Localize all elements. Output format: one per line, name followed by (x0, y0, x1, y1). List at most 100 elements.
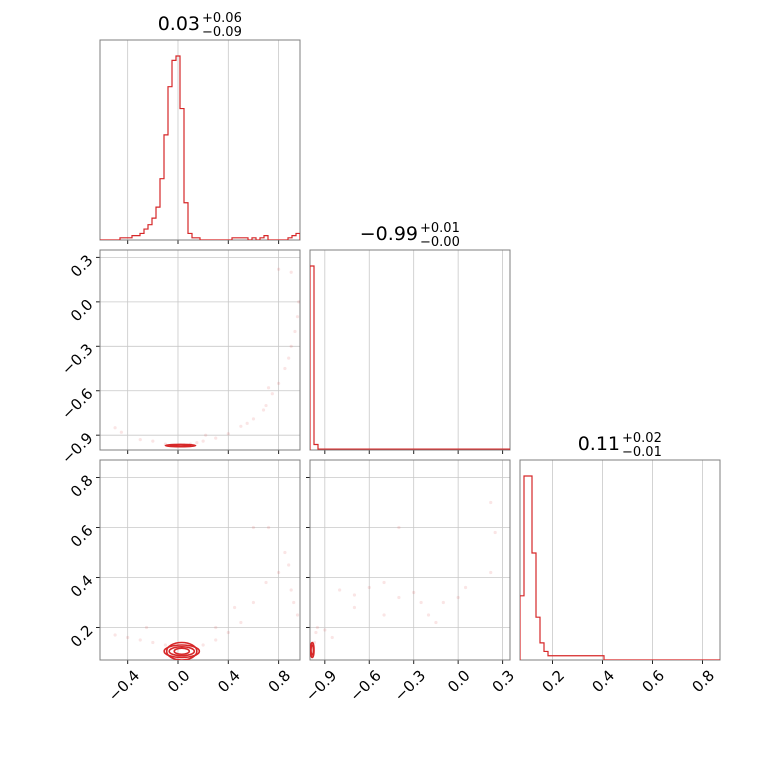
sample-point (283, 366, 287, 371)
sample-point (352, 605, 357, 610)
density-contour (165, 641, 198, 660)
density-contour (168, 645, 196, 657)
sample-point (297, 300, 300, 304)
sample-point (352, 593, 357, 597)
x-tick-label: 0.3 (489, 666, 519, 696)
sample-point (289, 344, 293, 348)
sample-point (151, 439, 155, 443)
param-1-title-value: 0.03 (158, 13, 200, 35)
sample-point (338, 588, 342, 592)
sample-point (119, 430, 123, 434)
sample-point (113, 633, 117, 637)
sample-point (214, 436, 218, 440)
panel-content (113, 267, 300, 448)
sample-point (283, 550, 287, 555)
x-tick-label: 0.4 (214, 666, 244, 696)
panel-frame (99, 459, 301, 661)
sample-point (251, 417, 256, 421)
y-tick-label: 0.4 (67, 571, 97, 601)
sample-point (264, 403, 268, 408)
sample-point (245, 421, 249, 425)
x-tick-label: 0.6 (638, 666, 668, 696)
y-tick-label: 0.0 (67, 296, 97, 326)
sample-point (489, 500, 493, 505)
sample-point (489, 570, 493, 575)
sample-point (163, 643, 168, 647)
x-tick-label: 0.8 (265, 666, 295, 696)
y-tick-label: −0.6 (58, 385, 96, 423)
sample-point (151, 640, 155, 645)
sample-point (412, 590, 416, 595)
sample-point (493, 530, 497, 535)
x-tick-label: 0.8 (688, 666, 718, 696)
sample-point (397, 525, 401, 530)
sample-point (277, 267, 281, 271)
x-tick-label: −0.6 (346, 666, 384, 704)
sample-point (232, 605, 237, 610)
sample-point (266, 386, 271, 390)
sample-point (226, 432, 230, 436)
x-tick-label: −0.9 (302, 666, 340, 704)
density-contour (173, 647, 191, 656)
sample-point (270, 392, 274, 396)
sample-point (397, 595, 401, 600)
panel-1-0 (96, 249, 301, 454)
param-2-title-plus: +0.01 (420, 221, 460, 236)
sample-point (261, 408, 266, 412)
y-tick-label: 0.3 (67, 251, 97, 281)
sample-point (292, 600, 296, 605)
sample-point (251, 600, 256, 605)
y-tick-label: 0.6 (67, 521, 97, 551)
param-1-title-plus: +0.06 (202, 11, 242, 26)
sample-point (419, 600, 423, 605)
sample-point (214, 625, 218, 630)
y-tick-label: −0.3 (58, 340, 96, 378)
sample-point (264, 580, 268, 585)
panel-content (310, 500, 497, 659)
sample-point (251, 525, 256, 530)
sample-point (289, 588, 293, 592)
sample-point (144, 625, 149, 630)
sample-point (113, 426, 117, 430)
param-2-title-minus: −0.00 (420, 235, 460, 250)
x-tick-label: 0.0 (444, 666, 474, 696)
density-contour (163, 644, 201, 659)
sample-point (456, 595, 460, 600)
sample-point (382, 580, 386, 585)
sample-point (295, 315, 300, 319)
param-1-title: 0.03 (158, 13, 200, 35)
sample-point (277, 570, 281, 575)
sample-point (239, 620, 243, 625)
sample-point (295, 613, 300, 617)
histogram-param-3 (520, 475, 720, 660)
histogram-param-2 (310, 265, 510, 450)
sample-point (434, 620, 438, 625)
param-2-title-value: −0.99 (360, 223, 418, 245)
sample-point (138, 438, 142, 442)
param-2-title: −0.99 (360, 223, 418, 245)
panel-frame (99, 249, 301, 451)
panel-1-1 (309, 249, 511, 454)
sample-point (382, 613, 386, 617)
sample-point (314, 630, 318, 635)
panel-frame (309, 459, 511, 661)
density-contour (310, 644, 315, 656)
sample-point (289, 270, 293, 274)
x-tick-label: 0.2 (538, 666, 568, 696)
density-contour (169, 443, 192, 448)
panel-frame (519, 459, 721, 661)
param-3-title-value: 0.11 (578, 433, 620, 455)
param-3-title-plus: +0.02 (622, 431, 662, 446)
x-tick-label: −0.4 (105, 666, 143, 704)
param-3-title: 0.11 (578, 433, 620, 455)
sample-point (277, 381, 281, 385)
sample-point (441, 600, 445, 605)
panel-0-0 (99, 39, 301, 244)
sample-point (287, 563, 291, 567)
y-tick-label: −0.9 (58, 429, 96, 467)
sample-point (266, 525, 271, 530)
panel-content (113, 525, 300, 660)
panel-frame (99, 39, 301, 241)
sample-point (315, 625, 320, 630)
param-1-title-minus: −0.09 (202, 25, 242, 40)
